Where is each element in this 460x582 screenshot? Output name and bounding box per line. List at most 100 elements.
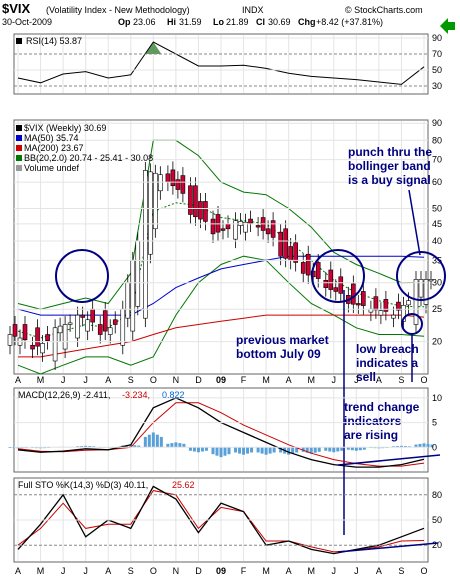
macd-histogram-bar (422, 443, 426, 448)
macd-histogram-bar (238, 447, 242, 454)
macd-histogram-bar (328, 447, 332, 452)
stochastic-k-line (17, 485, 425, 555)
annotation-low-breach: low breach indicates a sell (356, 342, 419, 384)
candle-body (75, 314, 80, 339)
x-tick-label: O (150, 566, 157, 576)
x-tick-label: J (354, 375, 359, 385)
macd-histogram-bar (305, 447, 309, 453)
gridlines (17, 35, 425, 561)
macd-histogram-legend: 0.822 (162, 390, 185, 400)
macd-histogram-bar (223, 447, 227, 456)
price-x-axis: A M J J A S O N D 09 F M A M J J A S O (15, 375, 428, 385)
candle-body (22, 324, 28, 341)
x-tick-label: S (128, 375, 134, 385)
vix-legend: $VIX (Weekly) 30.69 (24, 123, 106, 133)
candle-body (323, 280, 329, 288)
macd-histogram-bar (147, 434, 151, 448)
candle-body (220, 228, 226, 231)
candle-body (428, 279, 434, 282)
price-tick-label: 20 (432, 337, 442, 347)
macd-histogram-bar (129, 444, 133, 448)
macd-histogram-bar (174, 442, 178, 448)
macd-histogram-bar (246, 447, 250, 454)
macd-histogram-bar (358, 447, 362, 451)
candle-body (406, 300, 411, 306)
candle-body (356, 303, 361, 306)
high-value: 31.59 (179, 17, 202, 27)
macd-histogram-bar (211, 447, 215, 455)
macd-histogram-bar (430, 444, 434, 448)
macd-histogram-bar (200, 447, 204, 452)
candle-body (62, 324, 68, 350)
macd-histogram-bar (399, 445, 403, 448)
candle-body (423, 279, 429, 305)
candle-body (233, 220, 238, 240)
macd-histogram-bar (143, 436, 147, 448)
x-tick-label: A (15, 375, 21, 385)
macd-histogram-bar (166, 443, 170, 448)
rsi-axis: 90 70 50 30 (14, 33, 442, 91)
candle-body (361, 291, 366, 306)
candle-body (270, 220, 276, 238)
candle-body (30, 344, 35, 350)
macd-histogram-bar (227, 447, 231, 455)
candle-body (243, 221, 248, 233)
macd-histogram-bar (219, 447, 223, 458)
stochastic-tick-label: 50 (432, 515, 442, 525)
macd-axis: 10 5 0 (14, 393, 442, 452)
candle-body (413, 279, 419, 325)
price-tick-label: 25 (432, 304, 442, 314)
rsi-line (17, 41, 425, 85)
candle-body (305, 253, 311, 276)
x-tick-label: S (398, 375, 404, 385)
price-tick-label: 70 (432, 155, 442, 165)
annotation-low-breach-text: low breach indicates a sell (356, 342, 419, 384)
x-tick-label: M (37, 375, 45, 385)
macd-histogram-bar (88, 446, 92, 448)
stochastic-d-legend: 25.62 (172, 480, 195, 490)
price-axis: 90 80 70 60 50 45 40 35 30 25 20 (14, 118, 442, 347)
bollinger-lower-line (17, 255, 425, 375)
macd-histogram-bar (215, 447, 219, 456)
macd-histogram-bar (391, 446, 395, 448)
price-tick-label: 60 (432, 177, 442, 187)
candle-body (107, 327, 113, 335)
stochastic-tick-label: 20 (432, 540, 442, 550)
x-tick-label: J (83, 566, 88, 576)
symbol: $VIX (2, 1, 31, 16)
macd-histogram-bar (182, 443, 186, 448)
candle-body (148, 171, 153, 255)
bollinger-middle-line (17, 202, 425, 339)
macd-histogram-bar (295, 447, 299, 453)
x-tick-label: J (61, 375, 66, 385)
candle-body (7, 334, 13, 346)
macd-legend: MACD(12,26,9) -2.411, (18, 390, 110, 400)
x-tick-label: M (307, 566, 315, 576)
annotation-market-bottom-text: previous market bottom July 09 (236, 333, 329, 361)
macd-histogram-bar (234, 447, 238, 453)
rsi-tick-label: 30 (432, 81, 442, 91)
bb-legend-swatch (16, 155, 22, 161)
rsi-tick-label: 50 (432, 65, 442, 75)
x-tick-label: F (241, 566, 247, 576)
x-tick-label: O (150, 375, 157, 385)
macd-histogram-bar (8, 447, 12, 448)
volume-legend-swatch (16, 165, 22, 171)
candle-body (135, 240, 141, 307)
price-tick-label: 40 (432, 236, 442, 246)
macd-histogram-bar (192, 447, 196, 452)
macd-histogram-bar (264, 447, 268, 455)
x-tick-label: J (354, 566, 359, 576)
candle-body (300, 262, 306, 274)
x-tick-label: 09 (216, 566, 226, 576)
macd-histogram-bar (287, 447, 291, 455)
candle-body (112, 319, 118, 325)
candle-body (180, 175, 186, 194)
candle-body (143, 170, 148, 319)
candle-body (293, 242, 298, 263)
quote-date: 30-Oct-2009 (2, 17, 52, 27)
annotation-circle-oct09 (396, 251, 446, 301)
candle-body (67, 322, 73, 325)
x-tick-label: M (307, 375, 315, 385)
x-tick-label: J (332, 375, 337, 385)
